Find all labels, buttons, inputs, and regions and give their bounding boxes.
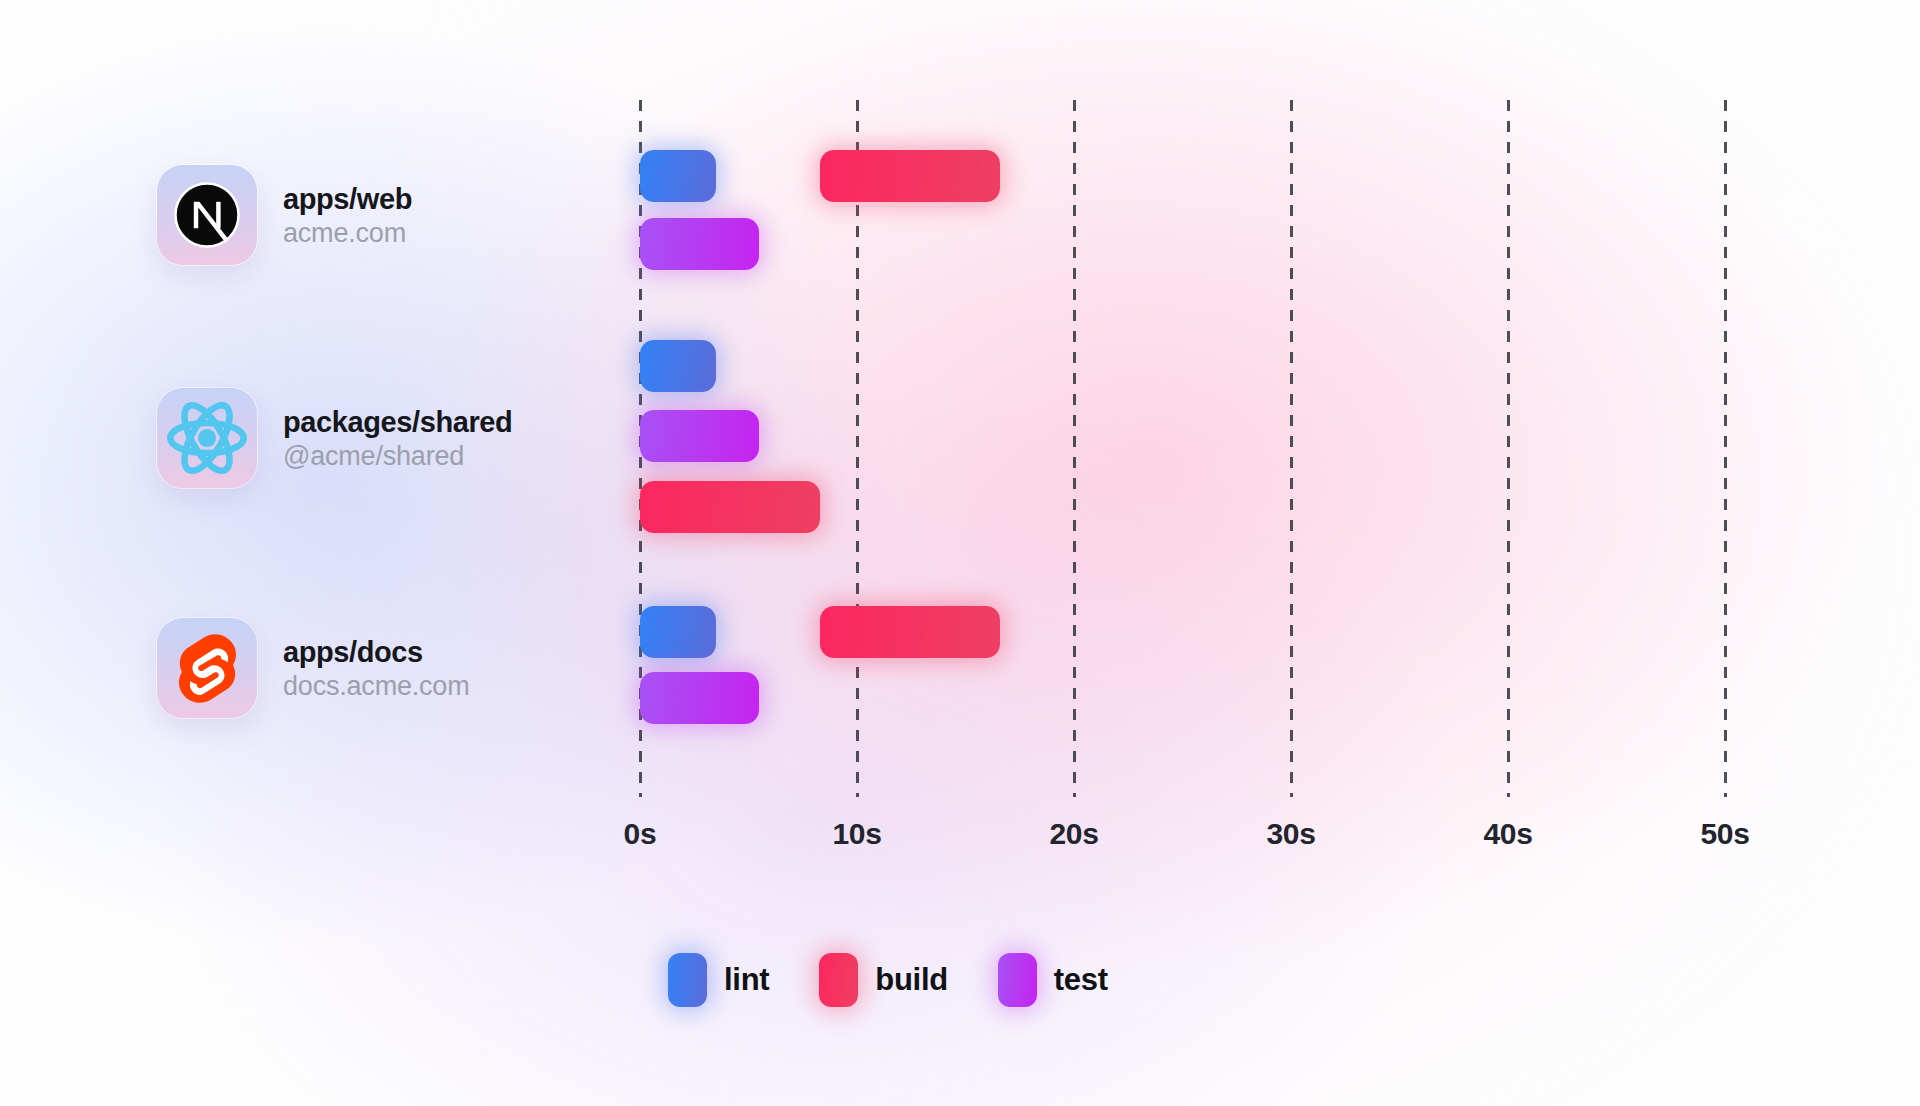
legend: lint build test [668,953,1108,1007]
gridline-10s [856,100,859,797]
package-subtitle: acme.com [283,217,412,250]
axis-tick-label: 10s [832,817,881,851]
axis-tick-label: 20s [1049,817,1098,851]
test-swatch-icon [998,953,1037,1007]
legend-item-build: build [819,953,948,1007]
build-swatch-icon [819,953,858,1007]
axis-tick-label: 30s [1266,817,1315,851]
react-logo-tile [157,388,257,488]
svelte-logo-tile [157,618,257,718]
package-labels: apps/webacme.com [283,181,412,250]
axis-tick-label: 40s [1483,817,1532,851]
package-labels: packages/shared@acme/shared [283,404,512,473]
package-row-apps/web: apps/webacme.com [157,165,412,265]
gridline-40s [1507,100,1510,797]
legend-label: test [1054,962,1108,998]
lint-bar-apps/docs [640,606,716,658]
build-bar-packages/shared [640,481,820,533]
build-bar-apps/docs [820,606,1000,658]
legend-item-lint: lint [668,953,769,1007]
gridline-50s [1724,100,1727,797]
build-timeline-chart: 0s 10s 20s 30s 40s 50s apps/webacme.com packag… [0,0,1920,1106]
gridline-20s [1073,100,1076,797]
test-bar-packages/shared [640,410,759,462]
legend-item-test: test [998,953,1108,1007]
axis-tick-label: 50s [1700,817,1749,851]
package-row-apps/docs: apps/docsdocs.acme.com [157,618,469,718]
package-labels: apps/docsdocs.acme.com [283,634,469,703]
package-subtitle: docs.acme.com [283,670,469,703]
test-bar-apps/web [640,218,759,270]
nextjs-logo-icon [174,182,240,248]
package-title: packages/shared [283,404,512,440]
package-subtitle: @acme/shared [283,440,512,473]
legend-label: build [875,962,948,998]
lint-bar-packages/shared [640,340,716,392]
package-row-packages/shared: packages/shared@acme/shared [157,388,512,488]
test-bar-apps/docs [640,672,759,724]
lint-swatch-icon [668,953,707,1007]
package-title: apps/docs [283,634,469,670]
gridline-30s [1290,100,1293,797]
legend-label: lint [724,962,769,998]
react-logo-icon [166,401,248,475]
nextjs-logo-tile [157,165,257,265]
svelte-logo-icon [179,634,236,703]
axis-tick-label: 0s [624,817,657,851]
package-title: apps/web [283,181,412,217]
lint-bar-apps/web [640,150,716,202]
build-bar-apps/web [820,150,1000,202]
